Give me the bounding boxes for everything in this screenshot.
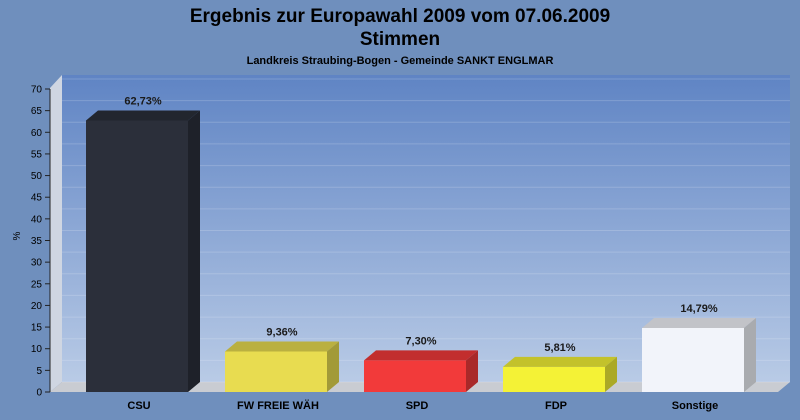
y-tick-label: 10 xyxy=(31,344,43,355)
plot-left-wall xyxy=(50,75,62,392)
bars xyxy=(86,110,756,392)
bar-top xyxy=(86,110,200,121)
chart-subtitle: Stimmen xyxy=(360,29,440,50)
y-axis-label: % xyxy=(12,231,23,240)
bar-front xyxy=(364,360,466,392)
y-tick-label: 45 xyxy=(31,193,43,204)
bar xyxy=(225,341,339,392)
bar-front xyxy=(86,120,188,392)
bar-front xyxy=(503,366,605,392)
y-tick-label: 30 xyxy=(31,258,43,269)
x-axis: CSU FW FREIE WÄH SPD FDP Sonstige xyxy=(127,399,718,412)
x-tick-label: SPD xyxy=(406,400,429,412)
y-tick-label: 55 xyxy=(31,149,43,160)
bar xyxy=(503,356,617,392)
bar-side xyxy=(466,350,478,392)
y-tick-label: 60 xyxy=(31,128,43,139)
bar-side xyxy=(744,317,756,392)
y-axis: 0 5 10 15 20 25 30 35 40 45 50 55 60 65 70 xyxy=(31,85,51,399)
bar-top xyxy=(642,317,756,328)
data-label: 62,73% xyxy=(124,95,162,107)
y-tick-label: 25 xyxy=(31,279,43,290)
data-label: 7,30% xyxy=(405,335,436,347)
bar-side xyxy=(605,356,617,392)
bar-top xyxy=(225,341,339,352)
y-tick-label: 40 xyxy=(31,214,43,225)
bar-side xyxy=(327,341,339,392)
chart-title: Ergebnis zur Europawahl 2009 vom 07.06.2… xyxy=(190,6,610,27)
chart-caption: Landkreis Straubing-Bogen - Gemeinde SAN… xyxy=(247,55,554,67)
bar-top xyxy=(503,356,617,367)
bar xyxy=(364,350,478,392)
y-tick-label: 15 xyxy=(31,323,43,334)
data-label: 14,79% xyxy=(680,303,718,315)
bar xyxy=(86,110,200,392)
y-tick-label: 35 xyxy=(31,236,43,247)
y-tick-label: 70 xyxy=(31,85,43,96)
plot-back-wall xyxy=(62,75,790,382)
x-tick-label: Sonstige xyxy=(672,400,718,412)
y-tick-label: 0 xyxy=(36,388,42,399)
bar-top xyxy=(364,350,478,361)
x-tick-label: CSU xyxy=(127,400,150,412)
y-tick-label: 50 xyxy=(31,171,43,182)
bar xyxy=(642,317,756,392)
data-label: 5,81% xyxy=(544,342,575,354)
bar-front xyxy=(642,327,744,392)
bar-side xyxy=(188,110,200,392)
x-tick-label: FDP xyxy=(545,400,567,412)
bar-front xyxy=(225,351,327,392)
value-labels: 62,73% 9,36% 7,30% 5,81% 14,79% xyxy=(124,95,718,353)
data-label: 9,36% xyxy=(266,326,297,338)
y-tick-label: 20 xyxy=(31,301,43,312)
y-tick-label: 65 xyxy=(31,106,43,117)
x-tick-label: FW FREIE WÄH xyxy=(237,399,319,412)
y-tick-label: 5 xyxy=(36,366,42,377)
